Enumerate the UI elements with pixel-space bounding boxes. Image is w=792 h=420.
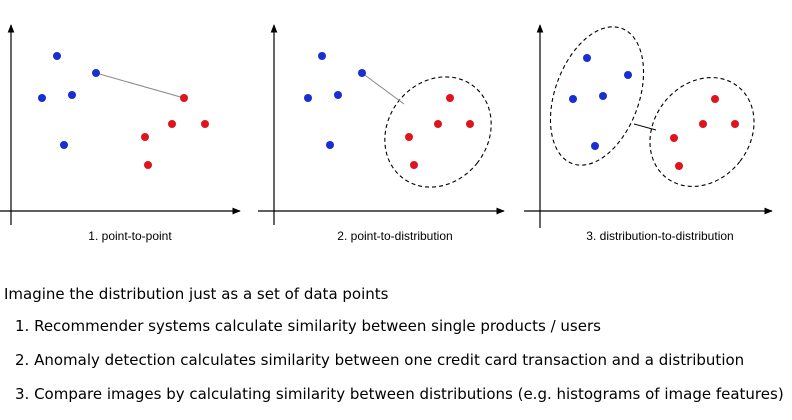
blue-point <box>599 92 607 100</box>
list-item: 1. Recommender systems calculate similar… <box>15 317 601 335</box>
distance-types-figure <box>0 24 773 228</box>
caption-distribution-to-distribution: 3. distribution-to-distribution <box>586 229 734 243</box>
use-case-list: 1. Recommender systems calculate similar… <box>15 318 784 420</box>
red-distribution-outline <box>649 77 755 187</box>
red-points <box>405 94 474 169</box>
red-point <box>699 120 707 128</box>
caption-point-to-distribution: 2. point-to-distribution <box>337 229 453 243</box>
blue-points <box>304 52 366 149</box>
blue-point <box>624 71 632 79</box>
red-points <box>670 95 739 170</box>
blue-point <box>583 54 591 62</box>
blue-point <box>68 91 76 99</box>
blue-point <box>304 94 312 102</box>
list-item: 2. Anomaly detection calculates similari… <box>15 351 745 369</box>
point-to-point-link <box>95 72 185 99</box>
blue-point <box>318 52 326 60</box>
distribution-to-distribution-link <box>633 123 657 131</box>
red-point <box>446 94 454 102</box>
red-point <box>466 120 474 128</box>
blue-points <box>38 52 100 149</box>
panel-point-to-point <box>0 24 241 225</box>
blue-point <box>53 52 61 60</box>
blue-point <box>92 69 100 77</box>
blue-point <box>60 141 68 149</box>
blue-distribution-outline <box>549 26 645 166</box>
blue-point <box>334 91 342 99</box>
point-to-distribution-link <box>361 72 405 105</box>
blue-point <box>358 69 366 77</box>
red-point <box>168 120 176 128</box>
caption-point-to-point: 1. point-to-point <box>88 229 172 243</box>
blue-points <box>569 54 632 150</box>
red-point <box>711 95 719 103</box>
red-point <box>180 94 188 102</box>
panel-point-to-distribution <box>258 24 505 225</box>
red-points <box>141 94 209 169</box>
blue-point <box>591 142 599 150</box>
red-point <box>434 120 442 128</box>
red-distribution-outline <box>384 76 492 188</box>
list-item: 3. Compare images by calculating similar… <box>15 385 784 403</box>
blue-point <box>326 141 334 149</box>
red-point <box>410 161 418 169</box>
intro-text: Imagine the distribution just as a set o… <box>4 285 389 303</box>
blue-point <box>38 94 46 102</box>
red-point <box>144 161 152 169</box>
panel-distribution-to-distribution <box>524 24 773 228</box>
red-point <box>141 133 149 141</box>
red-point <box>201 120 209 128</box>
red-point <box>731 120 739 128</box>
red-point <box>670 134 678 142</box>
red-point <box>405 133 413 141</box>
blue-point <box>569 95 577 103</box>
red-point <box>675 162 683 170</box>
